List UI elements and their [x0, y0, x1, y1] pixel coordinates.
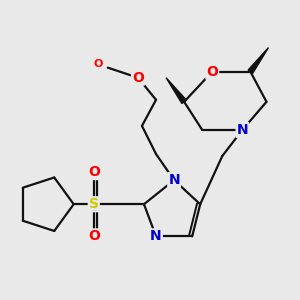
- Text: N: N: [237, 123, 248, 137]
- Text: O: O: [206, 65, 218, 79]
- Text: N: N: [150, 230, 162, 243]
- Polygon shape: [166, 78, 186, 104]
- Text: O: O: [88, 165, 100, 179]
- Text: O: O: [132, 71, 144, 85]
- Polygon shape: [248, 48, 268, 74]
- Text: O: O: [88, 230, 100, 243]
- Text: O: O: [93, 58, 103, 69]
- Text: N: N: [168, 173, 180, 187]
- Text: S: S: [89, 197, 99, 211]
